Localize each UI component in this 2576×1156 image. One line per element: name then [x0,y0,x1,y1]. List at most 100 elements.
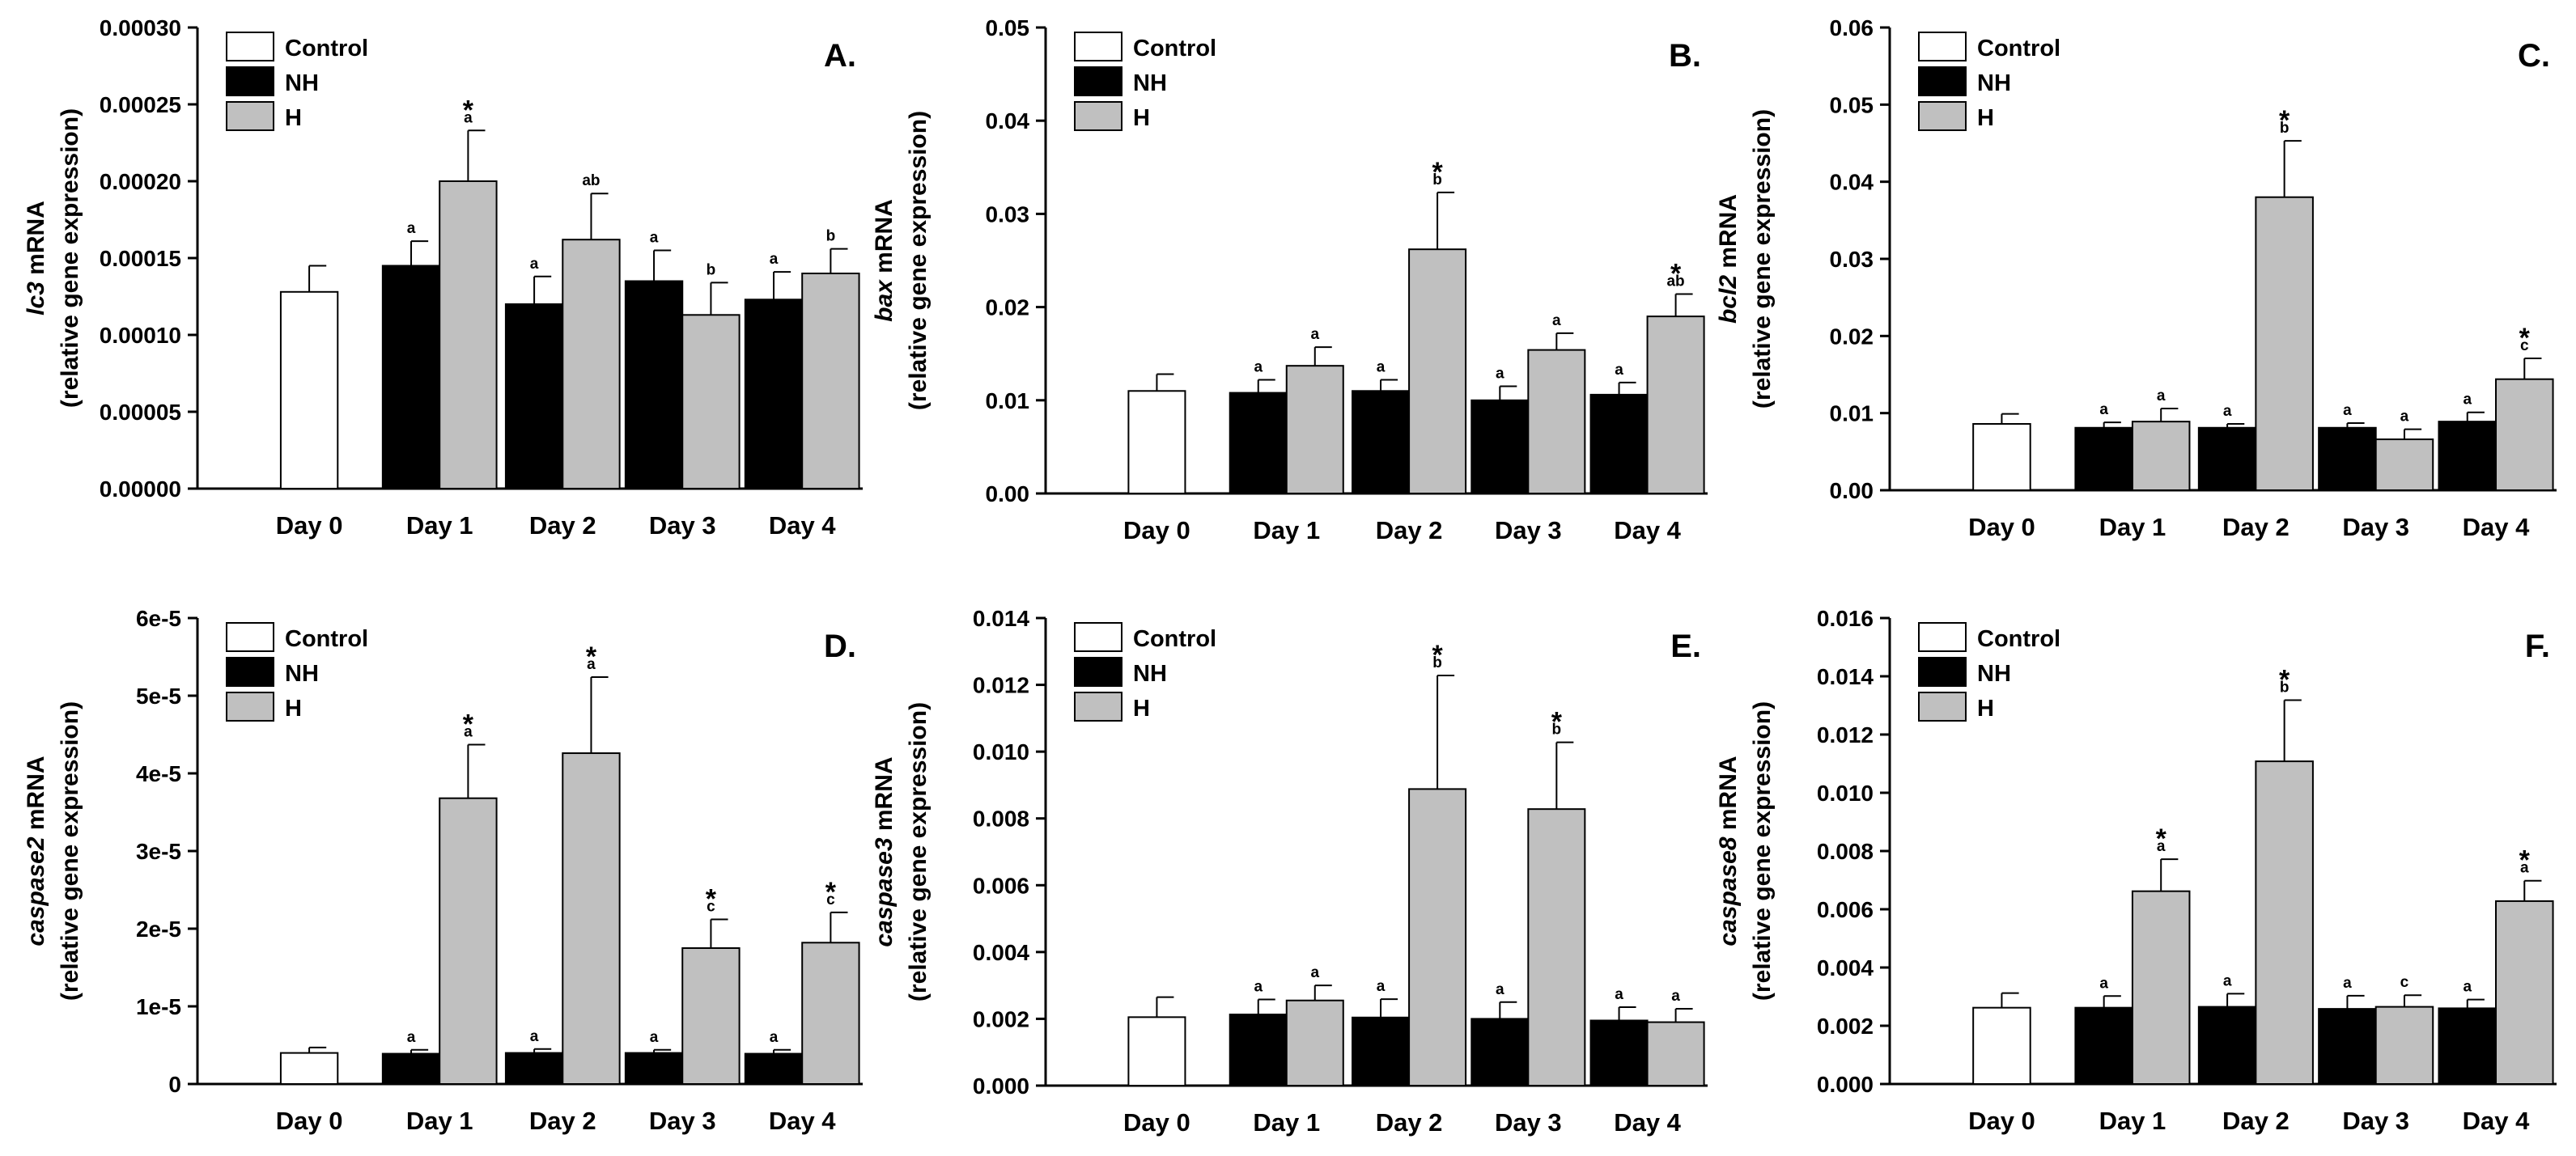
bar-h-day1 [1285,999,1344,1087]
significance-letter: a [1496,981,1504,998]
significance-letter: a [1552,312,1561,329]
significance-star: * [463,95,474,125]
legend-swatch-h [1074,692,1122,722]
y-axis-sublabel: (relative gene expression) [905,111,932,410]
y-axis-sublabel: (relative gene expression) [57,108,83,408]
legend-swatch-control [226,32,274,61]
x-tick-label: Day 1 [2099,1107,2166,1135]
chart-panel-c: 0.00 0.01 0.02 0.03 0.04 0.05 0.06 Day 0 Day 1 Da… [1715,15,2557,541]
x-tick-label: Day 0 [276,1107,343,1135]
significance-letter: a [1377,978,1386,995]
legend-swatch-nh [1918,66,1967,96]
legend-label-h: H [285,105,302,131]
legend-swatch-control [226,622,274,652]
x-tick-label: Day 4 [2463,513,2530,541]
bar-nh-day3 [624,1052,684,1085]
bar-h-day3 [1527,808,1586,1086]
bar-nh-day3 [2318,426,2377,492]
bar-h-day1 [2131,421,2191,491]
bar-h-day3 [2374,438,2434,492]
significance-star: * [2156,824,2167,854]
bar-nh-day1 [1229,1014,1288,1086]
x-tick-label: Day 1 [406,511,473,540]
bar-h-day3 [681,314,741,489]
bar-nh-day4 [744,299,804,489]
x-tick-label: Day 2 [2222,1107,2290,1135]
y-tick-label: 6e-5 [136,606,181,631]
x-tick-label: Day 2 [2222,513,2290,541]
legend-swatch-control [1074,622,1122,652]
y-tick-label: 0.00025 [100,92,181,117]
panel-letter: B. [1669,38,1701,74]
y-tick-label: 0.000 [1817,1072,1874,1097]
y-tick-label: 0.05 [1830,92,1874,117]
bar-nh-day4 [1589,393,1649,494]
significance-letter: a [650,230,659,247]
significance-letter: a [530,256,539,273]
y-tick-label: 0.06 [1830,15,1874,40]
bar-nh-day1 [1229,392,1288,495]
legend-label-control: Control [1977,626,2060,652]
x-tick-label: Day 3 [1495,1108,1562,1137]
legend-label-nh: NH [285,70,319,96]
bar-h-day4 [1646,315,1705,494]
y-tick-label: 0.00020 [100,169,181,194]
legend-swatch-nh [226,66,274,96]
legend-label-control: Control [285,626,368,652]
y-axis-sublabel: (relative gene expression) [1749,701,1776,1001]
y-tick-label: 0.02 [1830,324,1874,349]
y-axis-sublabel: (relative gene expression) [1749,109,1776,409]
bar-nh-day2 [2197,426,2257,492]
bar-nh-day4 [744,1052,804,1086]
significance-letter: a [587,656,596,673]
y-tick-label: 0.00005 [100,400,181,425]
legend-label-nh: NH [1133,70,1167,96]
x-tick-label: Day 1 [1253,1108,1320,1137]
significance-letter: a [2463,979,2472,996]
significance-letter: a [464,723,473,740]
y-tick-label: 0.014 [1817,664,1874,689]
significance-star: * [1670,258,1682,289]
panel-letter: E. [1670,629,1701,664]
panel-letter: C. [2518,38,2550,74]
x-tick-label: Day 4 [769,511,836,540]
x-tick-label: Day 3 [1495,516,1562,544]
significance-letter: a [2223,972,2232,989]
significance-letter: a [1310,964,1319,981]
y-tick-label: 0.00015 [100,246,181,271]
x-tick-label: Day 1 [1253,516,1320,544]
panel-letter: F. [2525,629,2550,664]
y-axis-sublabel: (relative gene expression) [905,702,932,1001]
y-tick-label: 0.03 [986,201,1030,227]
bar-control-day0 [1127,1016,1186,1086]
y-tick-label: 0.000 [973,1073,1029,1099]
legend-label-nh: NH [1977,70,2011,96]
legend-label-control: Control [285,36,368,61]
bar-h-day1 [1285,365,1344,494]
y-tick-label: 0.05 [986,15,1030,40]
y-tick-label: 4e-5 [136,761,181,786]
bar-h-day2 [1408,788,1467,1087]
significance-letter: a [2520,860,2529,877]
significance-letter: b [826,228,836,245]
significance-letter: c [2400,974,2409,991]
x-tick-label: Day 0 [1123,516,1190,544]
y-tick-label: 0.00000 [100,476,181,502]
legend-swatch-nh [1074,66,1122,96]
significance-letter: ab [1666,273,1684,290]
bar-nh-day4 [2438,1007,2497,1086]
bar-h-day3 [681,947,741,1085]
legend-label-control: Control [1133,626,1216,652]
significance-star: * [463,709,474,739]
bar-h-day4 [1646,1021,1705,1086]
y-tick-label: 0.00 [1830,478,1874,503]
bar-nh-day4 [1589,1019,1649,1086]
significance-letter: b [2280,120,2290,137]
x-tick-label: Day 4 [769,1107,836,1135]
bar-h-day1 [439,180,498,489]
legend-swatch-h [226,692,274,722]
bar-h-day4 [801,273,860,489]
y-tick-label: 0.008 [973,807,1029,832]
significance-letter: a [464,109,473,126]
